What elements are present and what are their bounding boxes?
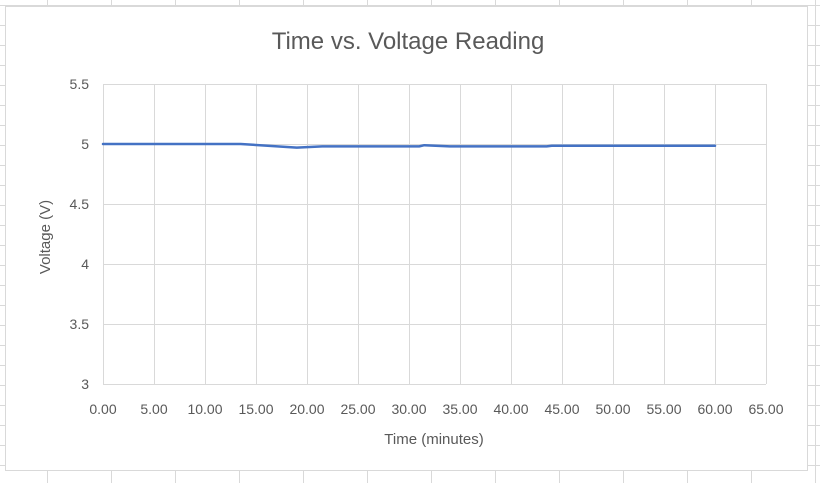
y-tick-label: 3.5 (70, 316, 90, 332)
line-chart: Time vs. Voltage Reading 3 3.5 4 4.5 5 5.5 0.… (37, 28, 784, 448)
y-axis-title: Voltage (V) (37, 200, 54, 274)
x-tick-label: 15.00 (238, 401, 273, 417)
y-tick-label: 4.5 (70, 196, 90, 212)
x-tick-label: 55.00 (646, 401, 681, 417)
x-tick-label: 50.00 (595, 401, 630, 417)
x-tick-label: 35.00 (442, 401, 477, 417)
gridlines (103, 84, 767, 385)
x-tick-label: 45.00 (544, 401, 579, 417)
series-line (101, 142, 717, 149)
chart-title: Time vs. Voltage Reading (272, 28, 545, 55)
x-tick-label: 0.00 (89, 401, 116, 417)
x-tick-label: 25.00 (340, 401, 375, 417)
x-tick-label: 20.00 (289, 401, 324, 417)
x-tick-label: 5.00 (140, 401, 167, 417)
chart-area: Time vs. Voltage Reading 3 3.5 4 4.5 5 5.5 0.… (5, 6, 808, 471)
x-axis-tick-labels: 0.00 5.00 10.00 15.00 20.00 25.00 30.00 35.00 40… (89, 401, 783, 417)
y-tick-label: 5.5 (70, 76, 90, 92)
y-axis-tick-labels: 3 3.5 4 4.5 5 5.5 (70, 76, 90, 392)
y-tick-label: 5 (81, 136, 89, 152)
x-axis-title: Time (minutes) (384, 431, 483, 448)
x-tick-label: 30.00 (391, 401, 426, 417)
y-tick-label: 4 (81, 256, 89, 272)
x-tick-label: 65.00 (748, 401, 783, 417)
y-tick-label: 3 (81, 376, 89, 392)
x-tick-label: 40.00 (493, 401, 528, 417)
series-lines (101, 142, 717, 149)
x-tick-label: 10.00 (187, 401, 222, 417)
x-tick-label: 60.00 (697, 401, 732, 417)
